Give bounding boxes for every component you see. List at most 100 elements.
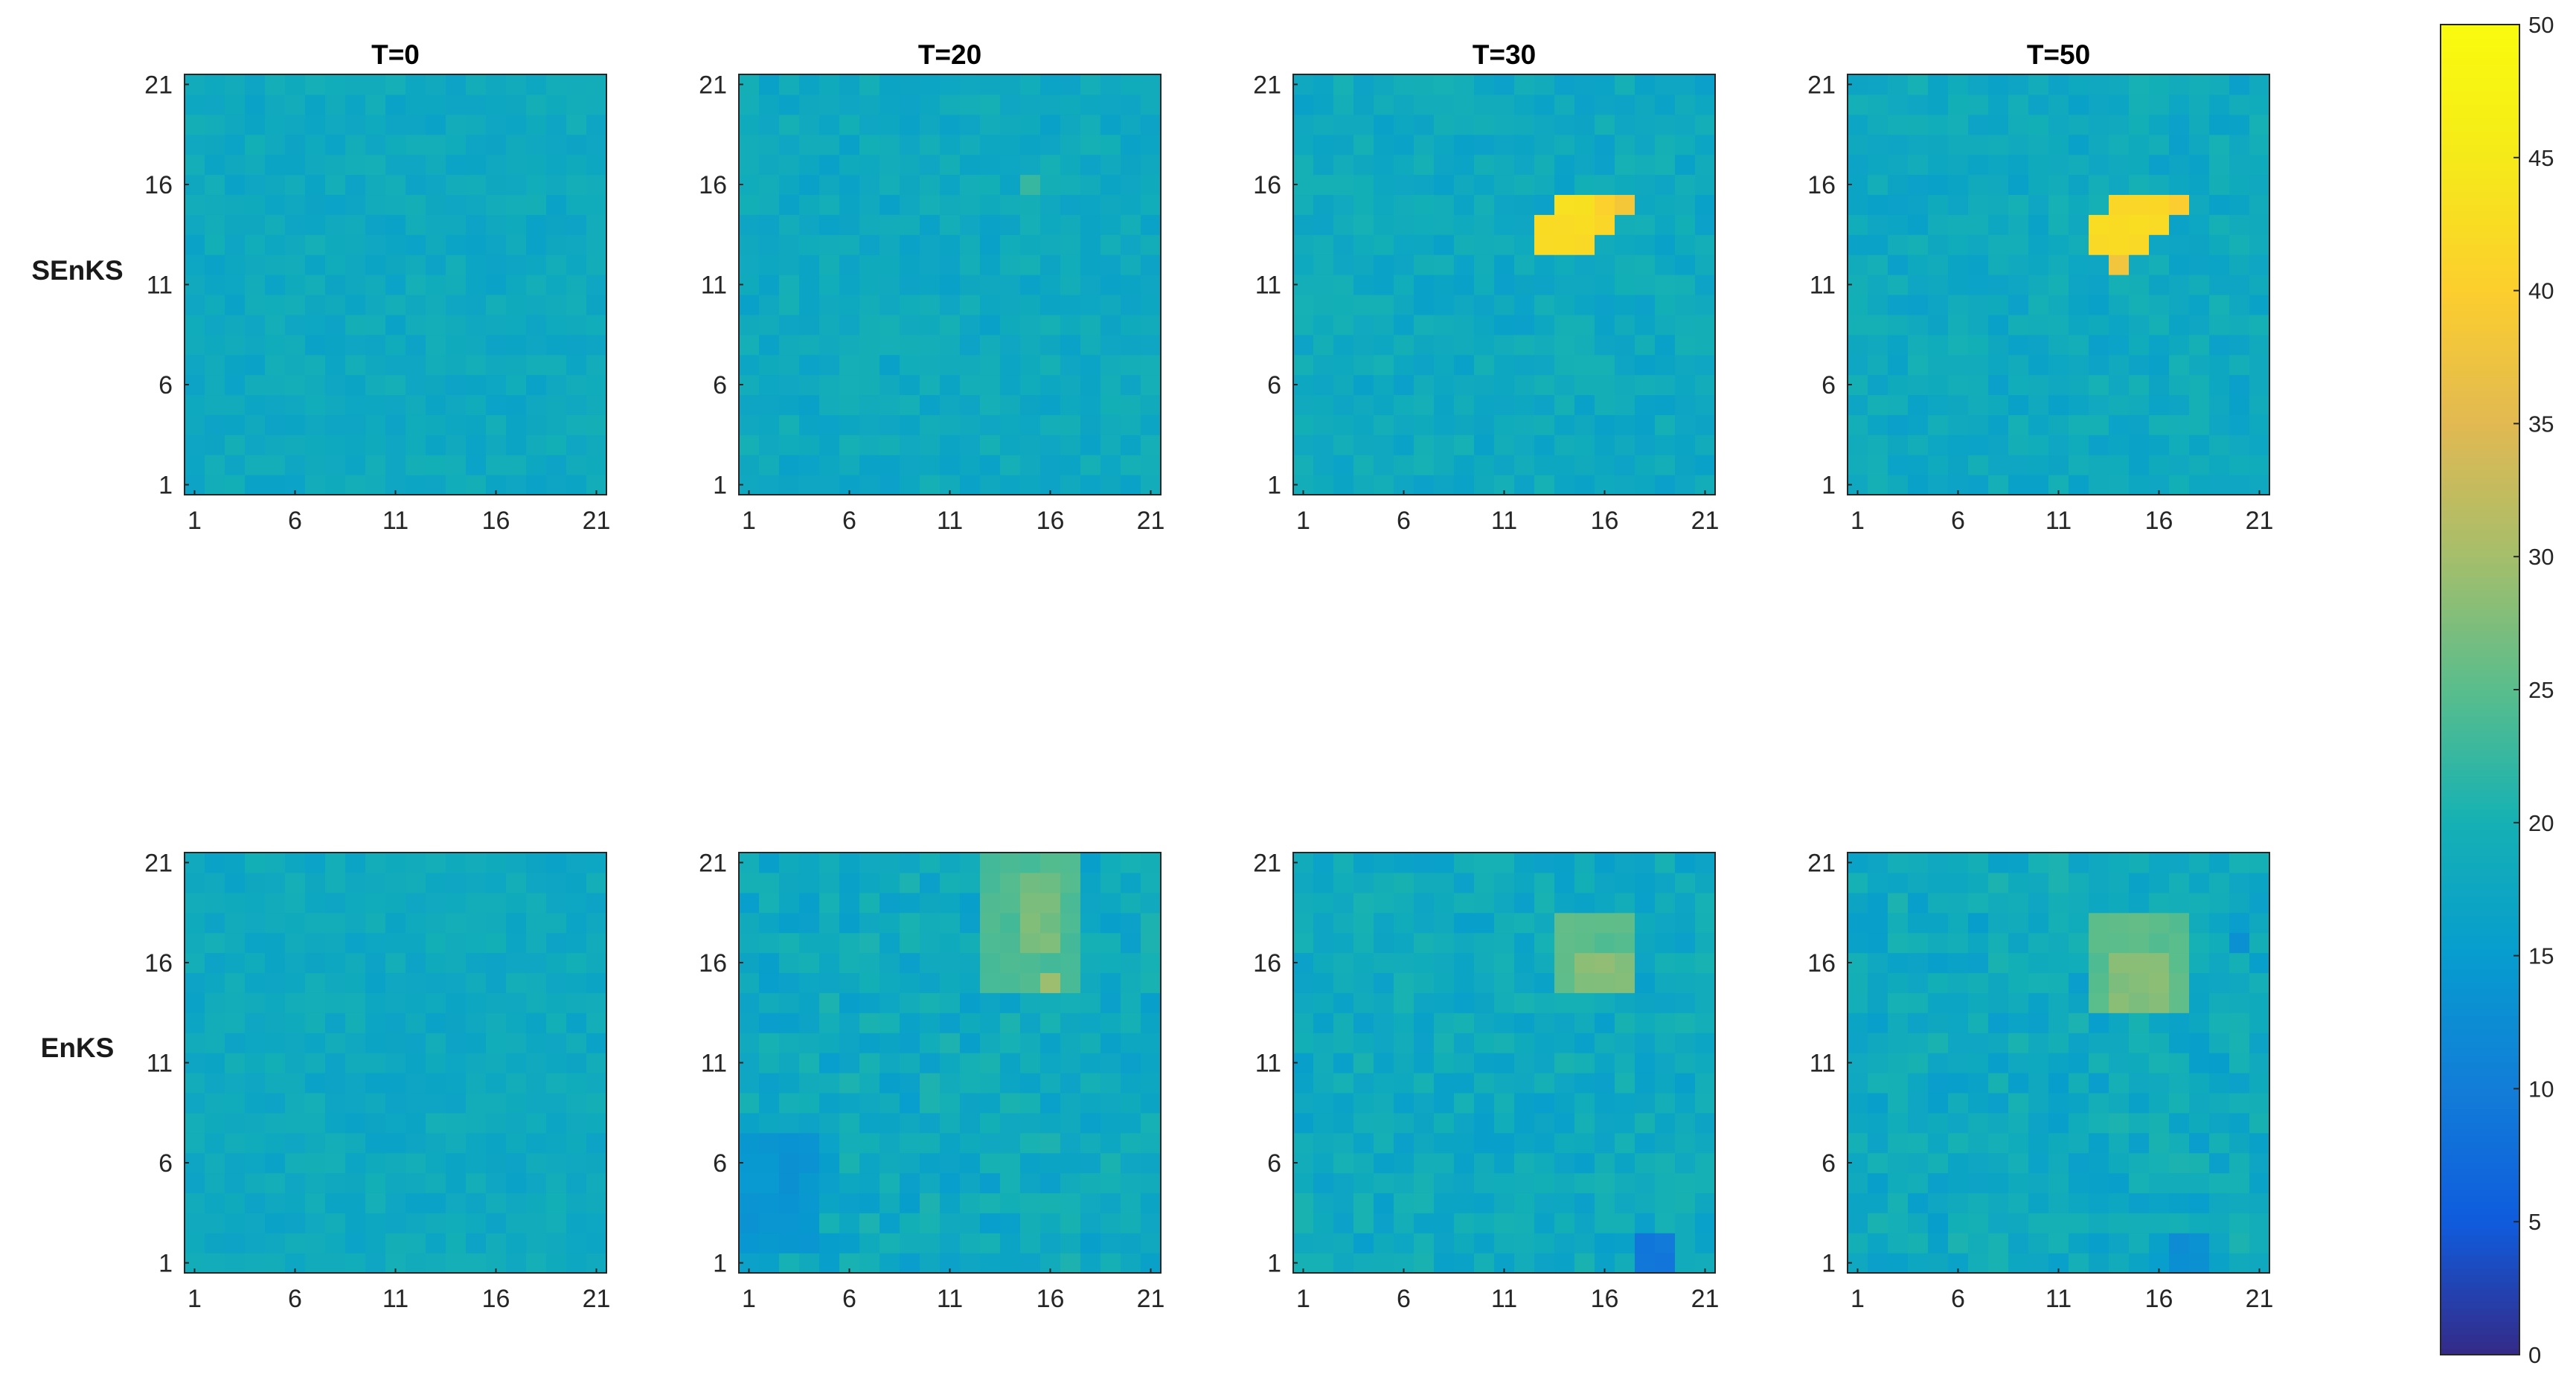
heatmap-cell [466, 1012, 487, 1033]
heatmap-cell [365, 455, 386, 475]
heatmap-cell [546, 892, 567, 914]
heatmap-cell [1675, 475, 1696, 495]
heatmap-cell [205, 434, 225, 455]
heatmap-cell [1534, 234, 1555, 255]
heatmap-cell [1848, 1213, 1868, 1233]
x-tick-label: 16 [482, 1285, 510, 1313]
heatmap-cell [566, 334, 587, 356]
heatmap-cell [1121, 1012, 1141, 1033]
heatmap-cell [940, 434, 961, 455]
colorbar-segment [2441, 97, 2519, 106]
heatmap-cell [1968, 314, 1989, 336]
heatmap-cell [1394, 992, 1414, 1013]
heatmap-cell [2048, 414, 2069, 435]
heatmap-cell [365, 194, 386, 215]
heatmap-cell [245, 1012, 266, 1033]
heatmap-cell [799, 214, 820, 235]
heatmap-cell [739, 1072, 760, 1094]
heatmap-cell [1454, 1112, 1475, 1134]
heatmap-cell [1060, 354, 1081, 376]
colorbar-segment [2441, 1341, 2519, 1349]
heatmap-cell [245, 952, 266, 974]
heatmap-cell [1595, 314, 1615, 336]
heatmap-cell [265, 434, 286, 455]
heatmap-cell [2109, 314, 2130, 336]
heatmap-cell [185, 434, 205, 455]
heatmap-cell [1313, 374, 1334, 396]
heatmap-cell [1060, 1132, 1081, 1154]
heatmap-cell [526, 952, 547, 974]
heatmap-cell [1374, 992, 1394, 1013]
heatmap-cell [1554, 1092, 1575, 1114]
heatmap-cell [1908, 1193, 1929, 1213]
heatmap-cell [1080, 853, 1101, 873]
heatmap-cell [2229, 234, 2250, 255]
heatmap-cell [880, 334, 900, 356]
heatmap-cell [1595, 194, 1615, 215]
heatmap-cell [566, 434, 587, 455]
heatmap-cell [1414, 1132, 1435, 1154]
heatmap-cell [1141, 154, 1162, 176]
heatmap-cell [2028, 892, 2049, 914]
heatmap-cell [1020, 992, 1041, 1013]
heatmap-cell [1000, 932, 1021, 954]
heatmap-cell [365, 1072, 386, 1094]
heatmap-cell [426, 414, 446, 435]
heatmap-cell [385, 94, 406, 115]
heatmap-cell [2028, 74, 2049, 95]
heatmap-cell [1534, 434, 1555, 455]
heatmap-cell [2149, 1172, 2170, 1193]
heatmap-cell [960, 275, 981, 295]
heatmap-cell [1635, 872, 1656, 893]
heatmap-cell [185, 94, 205, 115]
heatmap-cell [880, 234, 900, 255]
heatmap-cell [2149, 912, 2170, 934]
heatmap-cell [1514, 972, 1535, 993]
colorbar-segment [2441, 383, 2519, 391]
heatmap-cell [2129, 1053, 2150, 1073]
colorbar-segment [2441, 1075, 2519, 1083]
heatmap-cell [2129, 932, 2150, 954]
heatmap-cell [265, 275, 286, 295]
heatmap-cell [1888, 892, 1909, 914]
x-tick-label: 16 [2145, 507, 2173, 535]
heatmap-cell [1474, 892, 1495, 914]
heatmap-cell [446, 114, 467, 135]
heatmap-cell [839, 872, 860, 893]
heatmap-cell [1434, 174, 1455, 196]
heatmap-cell [506, 853, 527, 873]
heatmap-cell [1474, 1033, 1495, 1053]
heatmap-cell [185, 1092, 205, 1114]
heatmap-cell [960, 912, 981, 934]
colorbar-segment [2441, 915, 2519, 923]
heatmap-cell [839, 952, 860, 974]
heatmap-cell [305, 1053, 326, 1073]
heatmap-cell [305, 354, 326, 376]
heatmap-cell [1988, 94, 2009, 115]
colorbar-segment [2441, 982, 2519, 990]
colorbar-segment [2441, 530, 2519, 538]
heatmap-cell [2069, 434, 2089, 455]
heatmap-cell [1635, 475, 1656, 495]
heatmap-cell [1908, 275, 1929, 295]
heatmap-cell [1534, 1053, 1555, 1073]
heatmap-cell [506, 1033, 527, 1053]
heatmap-cell [1888, 952, 1909, 974]
heatmap-cell [2129, 154, 2150, 176]
heatmap-cell [859, 254, 880, 275]
heatmap-cell [1040, 275, 1061, 295]
heatmap-cell [920, 294, 941, 315]
heatmap-cell [960, 334, 981, 356]
heatmap-cell [1040, 1132, 1061, 1154]
heatmap-cell [225, 174, 246, 196]
heatmap-cell [546, 932, 567, 954]
heatmap-cell [2249, 892, 2270, 914]
heatmap-cell [305, 1012, 326, 1033]
heatmap-cell [526, 1053, 547, 1073]
heatmap-cell [2109, 932, 2130, 954]
heatmap-cell [1695, 234, 1716, 255]
heatmap-cell [2069, 892, 2089, 914]
heatmap-cell [1353, 912, 1374, 934]
heatmap-cell [2048, 1152, 2069, 1174]
heatmap-cell [920, 1253, 941, 1274]
